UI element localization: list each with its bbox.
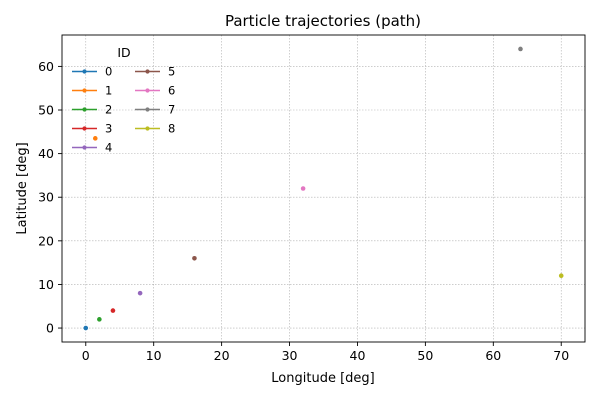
legend-label-2: 2 (105, 103, 112, 117)
data-point-7 (518, 46, 523, 52)
x-tick-label: 30 (282, 348, 298, 363)
x-axis-label: Longitude [deg] (271, 371, 374, 386)
legend-marker-6 (145, 88, 150, 93)
legend-label-1: 1 (105, 84, 112, 98)
legend-marker-4 (82, 145, 87, 150)
x-tick-label: 40 (350, 348, 366, 363)
data-point-5 (192, 255, 197, 261)
legend-marker-8 (145, 126, 150, 131)
legend-marker-5 (145, 69, 150, 74)
legend-label-8: 8 (168, 122, 175, 136)
legend-marker-1 (82, 88, 87, 93)
y-tick-label: 60 (38, 59, 54, 74)
x-tick-label: 10 (146, 348, 162, 363)
x-tick-label: 70 (553, 348, 569, 363)
y-tick-label: 50 (38, 103, 54, 118)
legend-marker-2 (82, 107, 87, 112)
x-tick-label: 50 (417, 348, 433, 363)
legend-label-0: 0 (105, 65, 112, 79)
data-point-4 (137, 290, 143, 296)
legend-marker-7 (145, 107, 150, 112)
plot-frame (61, 34, 586, 343)
legend-title: ID (117, 45, 130, 60)
legend-label-5: 5 (168, 65, 175, 79)
data-point-2 (97, 317, 102, 322)
legend-label-3: 3 (105, 122, 112, 136)
legend-label-4: 4 (105, 141, 112, 155)
data-point-0 (83, 325, 89, 331)
legend-marker-3 (82, 126, 87, 131)
y-axis-label: Latitude [deg] (15, 142, 30, 234)
data-points (83, 46, 564, 331)
data-point-3 (110, 308, 116, 313)
x-tick-label: 20 (214, 348, 230, 363)
y-tick-label: 20 (38, 233, 54, 248)
legend-marker-0 (82, 69, 87, 74)
y-tick-label: 10 (38, 277, 54, 292)
grid (62, 35, 585, 342)
data-point-6 (300, 186, 306, 191)
y-tick-label: 0 (46, 321, 54, 336)
y-tick-label: 30 (38, 190, 54, 205)
chart-title: Particle trajectories (path) (225, 12, 421, 30)
data-point-8 (558, 273, 564, 279)
x-tick-label: 60 (485, 348, 501, 363)
legend: ID 0 1 2 3 4 5 6 7 8 (72, 45, 175, 155)
legend-label-7: 7 (168, 103, 175, 117)
y-tick-label: 40 (38, 146, 54, 161)
x-tick-label: 0 (82, 348, 90, 363)
legend-label-6: 6 (168, 84, 175, 98)
data-point-1 (92, 136, 98, 141)
